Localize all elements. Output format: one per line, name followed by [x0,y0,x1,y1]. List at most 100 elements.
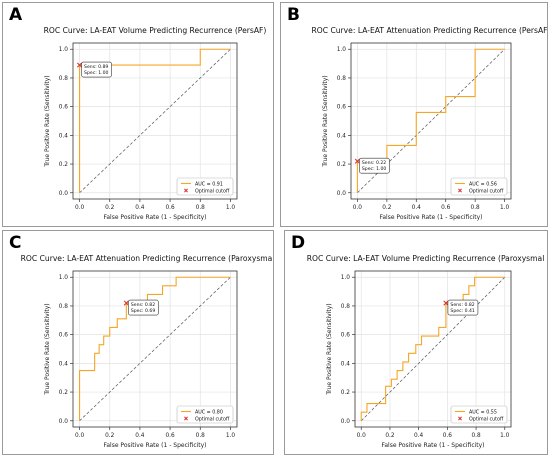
y-tick-label: 0.2 [337,162,347,168]
x-tick-label: 1.0 [500,205,510,211]
cutoff-x-stroke [354,158,360,164]
x-tick-label: 1.0 [500,433,510,439]
x-tick-label: 0.2 [385,433,395,439]
y-tick-label: 0.4 [59,133,69,139]
x-tick-label: 0.8 [196,205,206,211]
legend-auc-label: AUC = 0.91 [195,182,223,188]
y-tick-label: 0.0 [59,191,69,197]
legend-cutoff-label: Optimal cutoff [469,189,504,195]
legend-cutoff-label: Optimal cutoff [195,189,230,195]
annotation-box [359,157,390,174]
x-tick-label: 0.6 [441,205,451,211]
chart-title: ROC Curve: LA-EAT Volume Predicting Recu… [44,26,267,35]
cutoff-x-stroke [76,62,83,68]
legend-cutoff-swatch [458,188,462,193]
x-tick-label: 0.6 [165,205,175,211]
y-tick-label: 0.8 [337,76,347,82]
y-tick-label: 0.6 [341,333,351,339]
chart-title: ROC Curve: LA-EAT Volume Predicting Recu… [307,254,547,263]
annotation-box [81,61,112,78]
roc-curve [360,276,505,421]
y-tick-label: 0.2 [59,390,69,396]
chart-title: ROC Curve: LA-EAT Attenuation Predicting… [311,26,547,35]
optimal-cutoff-marker [76,62,83,68]
optimal-cutoff-marker [443,300,449,306]
legend-cutoff-label: Optimal cutoff [469,417,504,423]
x-tick-label: 0.2 [105,433,115,439]
roc-chart-a: ROC Curve: LA-EAT Volume Predicting Recu… [44,26,267,221]
chart-title: ROC Curve: LA-EAT Attenuation Predicting… [21,254,273,263]
panel-letter-c: C [9,233,22,253]
y-tick-label: 0.6 [337,105,347,111]
y-tick-label: 0.0 [337,191,347,197]
chance-diagonal [79,276,231,422]
x-tick-label: 0.0 [357,433,367,439]
x-tick-label: 0.0 [75,433,85,439]
y-tick-label: 0.8 [59,304,69,310]
y-tick-label: 0.6 [59,105,69,111]
y-tick-label: 0.4 [59,361,69,367]
x-tick-label: 0.0 [353,205,363,211]
y-tick-label: 0.4 [341,361,351,367]
annotation-box [128,299,159,316]
annotation-spec: Spec: 0.41 [450,308,474,314]
panel-letter-b: B [287,5,300,25]
legend-box [450,405,508,424]
y-tick-label: 0.2 [59,162,69,168]
x-tick-label: 0.0 [75,205,85,211]
optimal-cutoff-marker [123,300,129,306]
x-axis-label: False Positive Rate (1 - Specificity) [379,214,482,221]
legend-box [176,405,234,424]
annotation-spec: Spec: 1.00 [84,70,108,76]
grid [351,43,511,199]
legend-auc-label: AUC = 0.56 [469,182,497,188]
annotation-spec: Spec: 1.00 [362,166,386,172]
y-tick-label: 0.4 [337,133,347,139]
legend-auc-label: AUC = 0.55 [469,410,497,416]
roc-curve [79,276,231,421]
x-axis-label: False Positive Rate (1 - Specificity) [381,442,484,449]
y-axis-label: True Positive Rate (Sensitivity) [322,75,329,167]
annotation-sens: Sens: 0.82 [131,302,155,308]
panel-letter-a: A [9,5,23,25]
y-tick-label: 0.8 [59,76,69,82]
x-tick-label: 0.4 [135,433,145,439]
x-tick-label: 0.4 [412,205,422,211]
y-tick-label: 1.0 [59,47,69,53]
x-tick-label: 0.6 [165,433,175,439]
x-tick-label: 0.6 [443,433,453,439]
panel-c: C ROC Curve: LA-EAT Attenuation Predicti… [2,230,274,455]
panel-b: B ROC Curve: LA-EAT Attenuation Predicti… [280,2,548,227]
chance-diagonal [357,48,505,194]
x-tick-label: 0.8 [471,205,481,211]
annotation-sens: Sens: 0.82 [450,302,474,308]
cutoff-x-stroke [443,300,449,306]
legend-cutoff-swatch [184,188,188,193]
roc-chart-c: ROC Curve: LA-EAT Attenuation Predicting… [21,254,273,449]
y-tick-label: 1.0 [59,275,69,281]
optimal-cutoff-marker [354,158,360,164]
plot-frame [72,42,238,200]
legend-auc-label: AUC = 0.80 [195,410,223,416]
y-tick-label: 1.0 [337,47,347,53]
panel-letter-d: D [291,233,306,253]
legend-box [450,177,508,196]
annotation-spec: Spec: 0.69 [131,308,155,314]
y-axis-label: True Positive Rate (Sensitivity) [44,75,51,167]
chance-diagonal [360,276,506,422]
y-axis-label: True Positive Rate (Sensitivity) [44,303,51,395]
annotation-sens: Sens: 0.22 [362,160,386,166]
x-tick-label: 0.2 [382,205,392,211]
x-tick-label: 0.8 [196,433,206,439]
x-tick-label: 1.0 [226,205,236,211]
x-axis-label: False Positive Rate (1 - Specificity) [103,442,206,449]
legend-cutoff-swatch [458,416,462,421]
plot-frame [354,270,512,428]
